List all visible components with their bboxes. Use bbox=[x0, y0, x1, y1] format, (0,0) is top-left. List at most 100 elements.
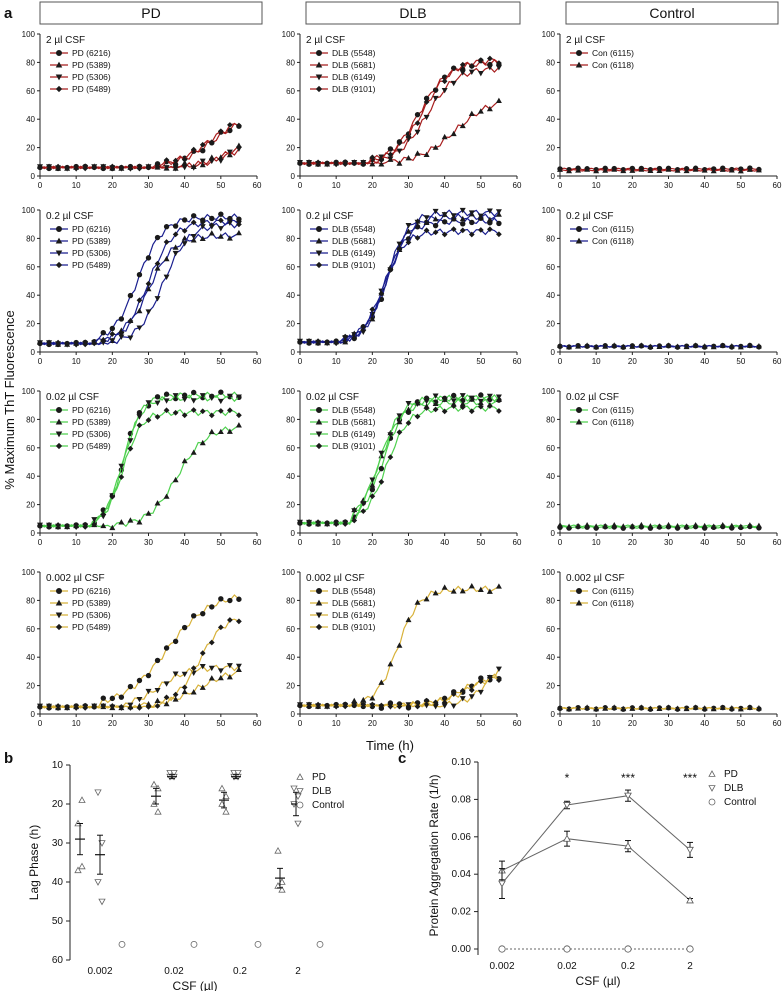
data-point bbox=[405, 239, 412, 246]
data-point bbox=[441, 219, 448, 225]
data-point bbox=[46, 702, 52, 709]
series-pd-6216- bbox=[37, 594, 242, 711]
y-tick-label: 0 bbox=[551, 172, 556, 181]
data-point bbox=[719, 522, 726, 528]
series-pd-5306- bbox=[37, 220, 242, 348]
data-point bbox=[199, 650, 206, 657]
data-point bbox=[414, 703, 421, 710]
data-point bbox=[710, 343, 717, 350]
data-point bbox=[423, 151, 430, 158]
data-point bbox=[405, 228, 412, 234]
legend-label: PD (6216) bbox=[72, 405, 111, 415]
legend-label: DLB (6149) bbox=[332, 429, 376, 439]
x-tick-label: 50 bbox=[476, 357, 485, 366]
data-point bbox=[459, 587, 466, 594]
data-point bbox=[557, 704, 563, 710]
x-tick-label: 30 bbox=[144, 719, 153, 728]
x-tick-label: 0.02 bbox=[557, 961, 577, 972]
data-point bbox=[145, 417, 152, 423]
data-point bbox=[217, 408, 224, 414]
data-point bbox=[181, 164, 188, 171]
data-point bbox=[396, 148, 403, 154]
y-tick-label: 40 bbox=[286, 115, 295, 124]
data-point bbox=[611, 521, 618, 528]
data-point bbox=[154, 163, 161, 170]
data-point bbox=[226, 235, 233, 241]
x-tick-label: 40 bbox=[180, 719, 189, 728]
data-point bbox=[342, 161, 349, 168]
data-point bbox=[297, 702, 303, 709]
data-point bbox=[91, 340, 98, 347]
y-tick-label: 20 bbox=[26, 320, 35, 329]
rate-point bbox=[498, 945, 506, 953]
rate-series-dlb bbox=[498, 789, 694, 900]
x-tick-label: 40 bbox=[700, 357, 709, 366]
data-point bbox=[163, 239, 170, 245]
data-point bbox=[100, 695, 106, 701]
data-point bbox=[360, 501, 367, 507]
y-tick-label: 20 bbox=[286, 501, 295, 510]
y-tick-label: 20 bbox=[546, 320, 555, 329]
y-tick-label: 0.06 bbox=[452, 832, 472, 843]
data-point bbox=[333, 521, 340, 527]
data-point bbox=[656, 167, 663, 174]
data-point bbox=[145, 309, 152, 315]
lag-point bbox=[98, 898, 106, 906]
y-tick-label: 40 bbox=[26, 653, 35, 662]
data-point bbox=[584, 342, 591, 348]
data-point bbox=[181, 457, 188, 464]
data-point bbox=[199, 439, 206, 446]
y-tick-label: 0 bbox=[291, 348, 296, 357]
x-tick-label: 10 bbox=[72, 719, 81, 728]
data-point bbox=[405, 133, 412, 140]
y-tick-label: 40 bbox=[546, 472, 555, 481]
data-point bbox=[755, 522, 762, 528]
legend-marker bbox=[56, 588, 63, 595]
data-point bbox=[73, 524, 80, 530]
data-point bbox=[136, 297, 143, 304]
data-point bbox=[306, 338, 312, 344]
legend-marker bbox=[56, 50, 63, 57]
data-point bbox=[64, 340, 70, 347]
x-tick-label: 50 bbox=[476, 719, 485, 728]
data-point bbox=[181, 624, 188, 631]
data-point bbox=[468, 110, 475, 116]
series-dlb-6149- bbox=[297, 393, 502, 528]
data-point bbox=[396, 160, 403, 166]
data-point bbox=[432, 393, 439, 399]
x-tick-label: 20 bbox=[108, 181, 117, 190]
data-point bbox=[199, 141, 206, 148]
data-point bbox=[127, 445, 134, 452]
data-point bbox=[127, 318, 134, 324]
data-point bbox=[145, 285, 152, 292]
data-point bbox=[324, 702, 330, 709]
data-point bbox=[217, 217, 224, 224]
data-point bbox=[737, 167, 744, 174]
x-tick-label: 20 bbox=[108, 719, 117, 728]
data-point bbox=[163, 157, 170, 163]
data-point bbox=[154, 500, 161, 506]
x-tick-label: 50 bbox=[216, 357, 225, 366]
y-tick-label: 60 bbox=[546, 87, 555, 96]
data-point bbox=[351, 334, 358, 341]
data-point bbox=[755, 342, 762, 349]
series-line bbox=[299, 100, 500, 166]
series-dlb-5681- bbox=[297, 210, 502, 346]
legend-marker bbox=[55, 431, 63, 438]
x-tick-label: 30 bbox=[664, 181, 673, 190]
data-point bbox=[136, 696, 143, 703]
lag-point bbox=[234, 770, 242, 777]
data-point bbox=[441, 408, 448, 415]
x-tick-label: 60 bbox=[773, 181, 782, 190]
data-point bbox=[236, 221, 242, 228]
data-point bbox=[405, 616, 412, 623]
kinetics-plot-r2-c1: 0 20 40 60 80 100 0 10 20 30 40 50 60 0.02 µl CSF DLB … bbox=[282, 387, 522, 547]
kinetics-plot-r0-c2: 0 20 40 60 80 100 0 10 20 30 40 50 60 2 µl CSF Con (61… bbox=[542, 30, 782, 190]
legend-label: DLB bbox=[724, 783, 744, 794]
legend-label: PD (5389) bbox=[72, 417, 111, 427]
data-point bbox=[450, 691, 457, 697]
data-point bbox=[181, 235, 188, 241]
x-tick-label: 30 bbox=[404, 538, 413, 547]
series-line bbox=[299, 209, 500, 344]
